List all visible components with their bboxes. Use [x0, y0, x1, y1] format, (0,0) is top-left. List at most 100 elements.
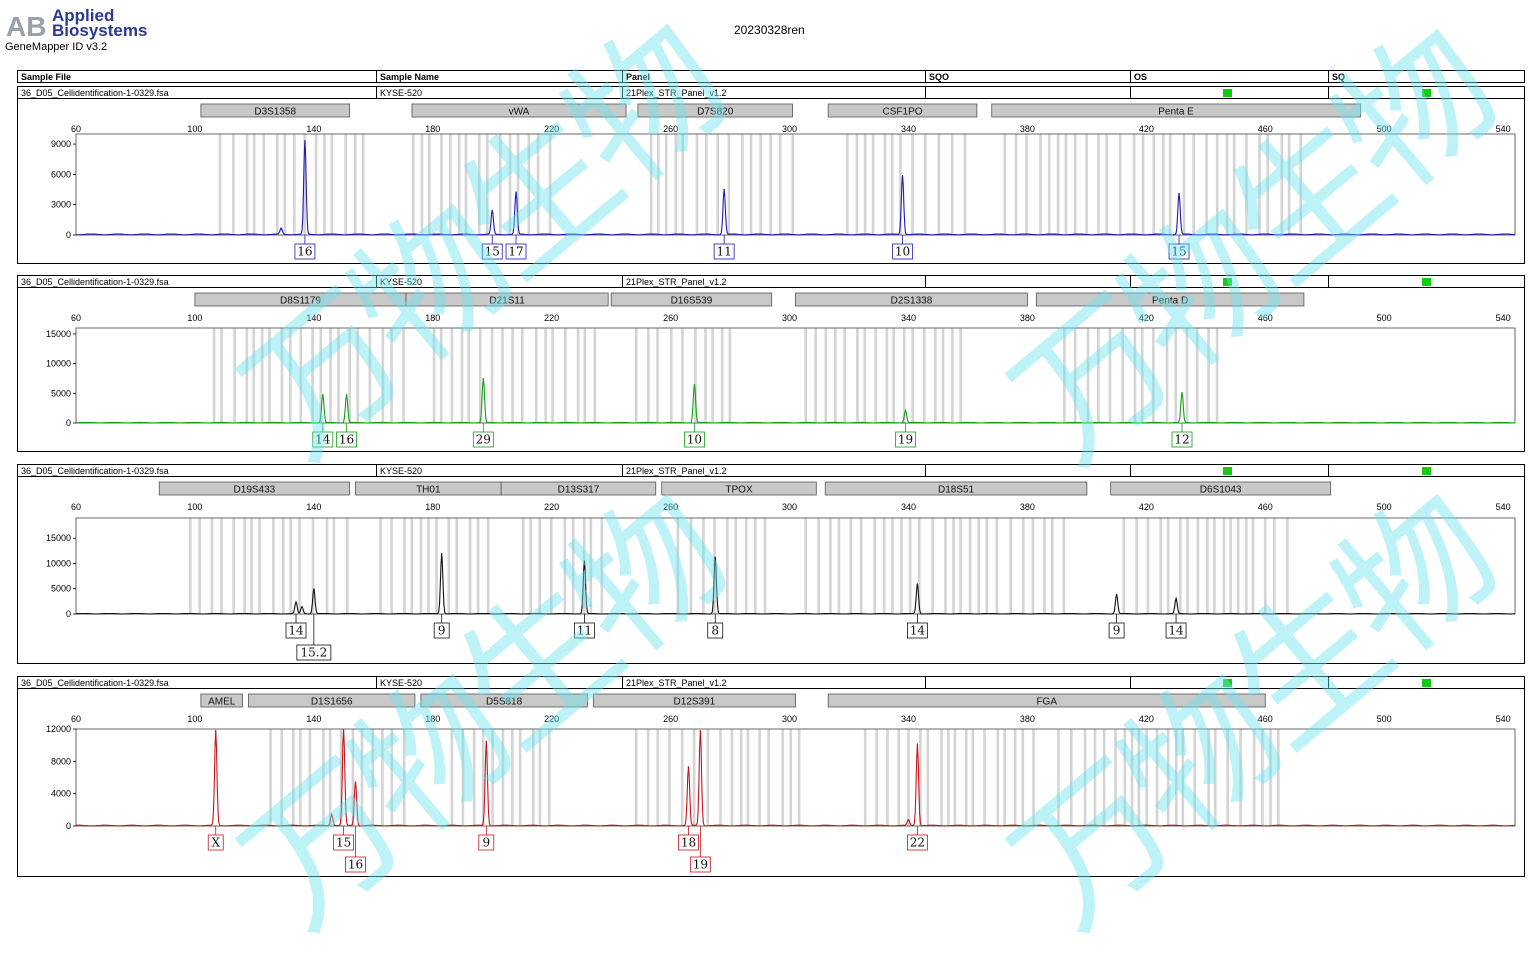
- allele-bin: [1269, 729, 1272, 826]
- sample-name-cell[interactable]: KYSE-520: [376, 87, 622, 98]
- allele-bin: [1056, 134, 1060, 235]
- allele-bin: [449, 134, 452, 235]
- allele-bin: [1193, 729, 1197, 826]
- locus-bar: [661, 481, 817, 496]
- allele-label-box: [345, 856, 366, 873]
- allele-bin: [589, 518, 593, 614]
- panel-cell[interactable]: 21Plex_STR_Panel_v1.2: [622, 87, 925, 98]
- allele-label-box: [895, 431, 916, 448]
- column-header-sq[interactable]: SQ: [1328, 71, 1526, 82]
- column-header-sample-name[interactable]: Sample Name: [376, 71, 622, 82]
- panel-cell[interactable]: 21Plex_STR_Panel_v1.2: [622, 465, 925, 476]
- allele-bin: [1232, 134, 1236, 235]
- allele-bin: [330, 134, 334, 235]
- allele-bin: [1097, 134, 1100, 235]
- allele-bin: [890, 134, 894, 235]
- allele-bin: [280, 328, 284, 423]
- allele-bin: [368, 328, 372, 423]
- allele-label: 29: [476, 433, 491, 447]
- allele-bin: [1286, 518, 1289, 614]
- allele-bin: [521, 518, 525, 614]
- panel-cell[interactable]: 21Plex_STR_Panel_v1.2: [622, 276, 925, 287]
- locus-label: D3S1358: [254, 107, 296, 118]
- allele-bin: [1252, 729, 1256, 826]
- panel-cell[interactable]: 21Plex_STR_Panel_v1.2: [622, 677, 925, 688]
- allele-bin: [977, 518, 981, 614]
- allele-bin: [292, 729, 295, 826]
- sqo-cell: [925, 87, 1130, 98]
- allele-bin: [402, 328, 405, 423]
- allele-bin: [692, 729, 696, 826]
- allele-bin: [1032, 729, 1035, 826]
- allele-bin: [1266, 134, 1270, 235]
- x-tick-label: 500: [1377, 714, 1392, 724]
- y-tick-label: 15000: [46, 329, 71, 339]
- x-tick-label: 460: [1258, 502, 1273, 512]
- allele-label: 22: [910, 836, 925, 850]
- sample-info-row: 36_D05_Cellidentification-1-0329.fsa KYSE…: [18, 465, 1524, 477]
- column-header-sqo[interactable]: SQO: [925, 71, 1130, 82]
- sample-file-cell[interactable]: 36_D05_Cellidentification-1-0329.fsa: [21, 88, 169, 98]
- sqo-cell: [925, 677, 1130, 688]
- allele-bin: [1039, 134, 1042, 235]
- allele-label: 19: [898, 433, 913, 447]
- x-tick-label: 260: [663, 502, 678, 512]
- column-header-sample-file[interactable]: Sample File: [21, 72, 72, 82]
- sq-cell: [1328, 677, 1526, 688]
- allele-bin: [727, 134, 731, 235]
- allele-bin: [232, 134, 235, 235]
- allele-bin: [262, 134, 266, 235]
- allele-bin: [1229, 518, 1232, 614]
- column-header-panel[interactable]: Panel: [622, 71, 925, 82]
- os-cell: [1130, 276, 1328, 287]
- allele-bin: [1064, 134, 1068, 235]
- ab-logo-icon: AB: [6, 11, 46, 42]
- allele-bin: [1165, 328, 1169, 423]
- allele-bin: [450, 328, 454, 423]
- sample-file-cell[interactable]: 36_D05_Cellidentification-1-0329.fsa: [21, 277, 169, 287]
- os-cell: [1130, 465, 1328, 476]
- allele-bin: [711, 328, 714, 423]
- sq-cell: [1328, 276, 1526, 287]
- allele-bin: [871, 134, 875, 235]
- allele-bin: [348, 328, 352, 423]
- allele-bin: [846, 134, 849, 235]
- allele-label-box: [336, 431, 357, 448]
- allele-bin: [940, 729, 943, 826]
- allele-bin: [232, 518, 235, 614]
- allele-label: 11: [577, 624, 592, 638]
- allele-bin: [1025, 134, 1028, 235]
- allele-bin: [908, 518, 912, 614]
- allele-bin: [971, 729, 975, 826]
- sample-name-cell[interactable]: KYSE-520: [376, 276, 622, 287]
- allele-bin: [882, 518, 886, 614]
- sample-name-cell[interactable]: KYSE-520: [376, 465, 622, 476]
- sq-pass-indicator: [1422, 89, 1431, 97]
- allele-bin: [829, 518, 832, 614]
- sample-file-cell[interactable]: 36_D05_Cellidentification-1-0329.fsa: [21, 466, 169, 476]
- column-header-os[interactable]: OS: [1130, 71, 1328, 82]
- allele-label-box: [713, 243, 735, 260]
- allele-bin: [937, 134, 941, 235]
- allele-bin: [268, 328, 271, 423]
- allele-bin: [1086, 328, 1090, 423]
- allele-bin: [1062, 518, 1066, 614]
- allele-bin: [746, 729, 750, 826]
- sample-name-cell[interactable]: KYSE-520: [376, 677, 622, 688]
- allele-bin: [1003, 729, 1006, 826]
- allele-bin: [280, 729, 284, 826]
- allele-bin: [919, 729, 922, 826]
- electropherogram-panel-blue: 36_D05_Cellidentification-1-0329.fsa KYSE…: [17, 86, 1525, 264]
- allele-bin: [198, 518, 201, 614]
- sample-file-cell[interactable]: 36_D05_Cellidentification-1-0329.fsa: [21, 678, 169, 688]
- locus-bar: [795, 292, 1028, 307]
- allele-bin: [834, 328, 837, 423]
- allele-bin: [649, 134, 653, 235]
- allele-bin: [739, 729, 743, 826]
- trace-line: [76, 140, 1515, 236]
- allele-bin: [902, 328, 906, 423]
- locus-bar: [637, 103, 793, 118]
- allele-bin: [1166, 518, 1170, 614]
- x-tick-label: 460: [1258, 124, 1273, 134]
- allele-bin: [1118, 134, 1122, 235]
